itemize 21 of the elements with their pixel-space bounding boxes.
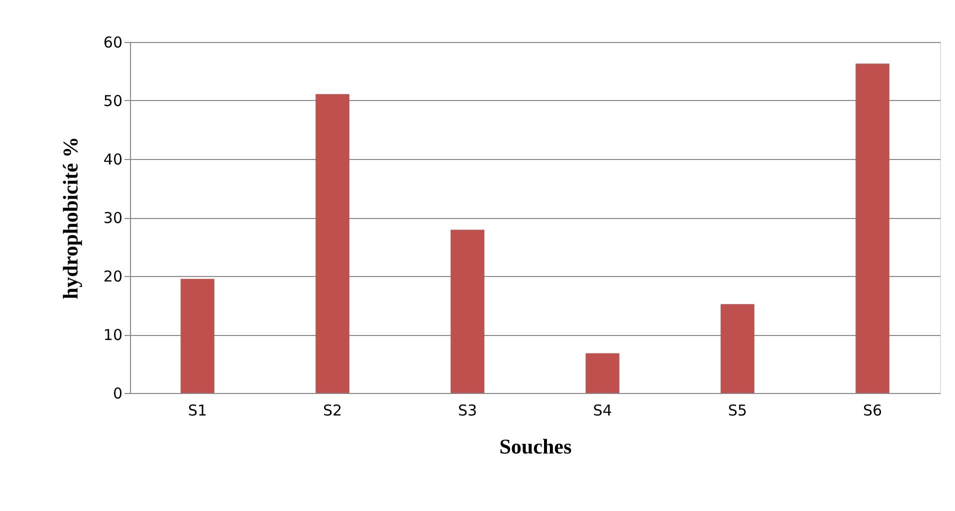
- x-tick-label: S4: [592, 402, 612, 420]
- y-axis-title: hydrophobicité %: [58, 136, 82, 300]
- x-tick-label: S2: [322, 402, 342, 420]
- y-tick-label: 30: [103, 209, 122, 227]
- bar: [450, 230, 484, 393]
- y-tick-label: 20: [103, 268, 122, 286]
- x-tick-label: S6: [862, 402, 882, 420]
- bar: [180, 278, 214, 393]
- x-tick-label: S1: [188, 402, 208, 420]
- bar: [316, 94, 350, 393]
- y-tick-label: 40: [103, 150, 122, 168]
- x-axis-title: Souches: [499, 434, 572, 458]
- y-tick-label: 60: [103, 34, 122, 52]
- y-tick-label: 0: [112, 384, 122, 402]
- bar: [586, 353, 620, 393]
- y-tick-label: 10: [103, 326, 122, 344]
- x-tick-label: S5: [728, 402, 748, 420]
- y-tick-label: 50: [103, 92, 122, 110]
- bar: [720, 304, 754, 393]
- x-tick-label: S3: [458, 402, 478, 420]
- bar: [856, 64, 890, 393]
